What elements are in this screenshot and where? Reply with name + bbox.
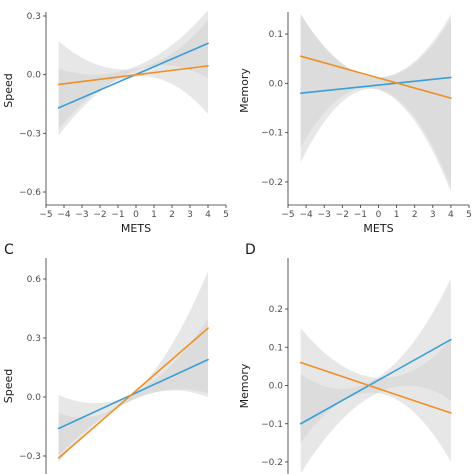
x-tick-label: −4 (299, 210, 313, 220)
x-tick-label: −5 (281, 210, 294, 220)
y-tick-label: −0.6 (19, 188, 41, 198)
x-tick-label: 0 (376, 210, 382, 220)
panel-label: C (4, 242, 14, 258)
x-tick-label: 5 (466, 210, 472, 220)
x-tick-label: −2 (336, 210, 349, 220)
y-tick-label: 0.1 (269, 30, 283, 40)
panel-4: 0.2 0.1 0.0 −0.1 −0.2 Memory D (238, 242, 452, 474)
y-tick-label: 0.0 (269, 79, 284, 89)
y-axis-label: Speed (2, 369, 15, 403)
confidence-band-orange (300, 14, 451, 192)
y-tick-label: 0.0 (27, 71, 42, 81)
y-tick-label: −0.2 (261, 458, 283, 468)
x-tick-label: 4 (448, 210, 454, 220)
x-tick-label: 2 (412, 210, 418, 220)
regression-line-orange (299, 361, 452, 414)
regression-line-orange (299, 55, 452, 99)
x-tick-label: −1 (111, 210, 124, 220)
x-tick-label: 1 (394, 210, 400, 220)
y-tick-label: 0.3 (27, 334, 41, 344)
x-axis-label: METS (363, 222, 393, 235)
x-tick-label: 5 (223, 210, 229, 220)
y-axis-label: Memory (238, 68, 251, 113)
x-tick-label: 0 (133, 210, 139, 220)
regression-line-orange (57, 65, 209, 86)
x-tick-label: 3 (430, 210, 436, 220)
x-tick-label: 3 (187, 210, 193, 220)
y-tick-label: 0.3 (27, 12, 41, 22)
panel-3: 0.6 0.3 0.0 −0.3 Speed C (2, 242, 209, 474)
y-tick-label: 0.2 (269, 305, 283, 315)
x-tick-label: −5 (39, 210, 52, 220)
y-tick-label: −0.2 (261, 178, 283, 188)
regression-line-orange (57, 327, 209, 459)
panel-1: 0.3 0.0 −0.3 −0.6 −5 −4 −3 −2 −1 0 1 2 3 4 5 METS Speed (2, 10, 229, 235)
y-axis-label: Speed (2, 73, 15, 107)
x-tick-label: −4 (57, 210, 71, 220)
confidence-band-orange (300, 328, 451, 462)
y-tick-label: 0.0 (269, 382, 284, 392)
x-tick-label: −3 (75, 210, 88, 220)
x-tick-label: 4 (205, 210, 211, 220)
regression-line-blue (299, 76, 452, 94)
y-tick-label: 0.1 (269, 343, 283, 353)
confidence-band-orange (58, 271, 208, 462)
panel-label: D (245, 242, 256, 258)
y-tick-label: −0.1 (261, 129, 283, 139)
y-tick-label: 0.0 (27, 393, 42, 403)
y-tick-label: −0.1 (261, 420, 283, 430)
y-axis-label: Memory (238, 363, 251, 408)
x-tick-label: 1 (151, 210, 157, 220)
x-tick-label: 2 (169, 210, 175, 220)
x-tick-label: −1 (354, 210, 367, 220)
x-tick-label: −2 (93, 210, 106, 220)
y-tick-label: −0.3 (19, 129, 41, 139)
x-tick-label: −3 (318, 210, 331, 220)
y-tick-label: 0.6 (27, 275, 42, 285)
regression-line-blue (299, 338, 452, 425)
y-tick-label: −0.3 (19, 452, 41, 462)
x-axis-label: METS (121, 222, 151, 235)
panel-2: 0.1 0.0 −0.1 −0.2 −5 −4 −3 −2 −1 0 1 2 3 4 5 METS Memory (238, 12, 472, 235)
